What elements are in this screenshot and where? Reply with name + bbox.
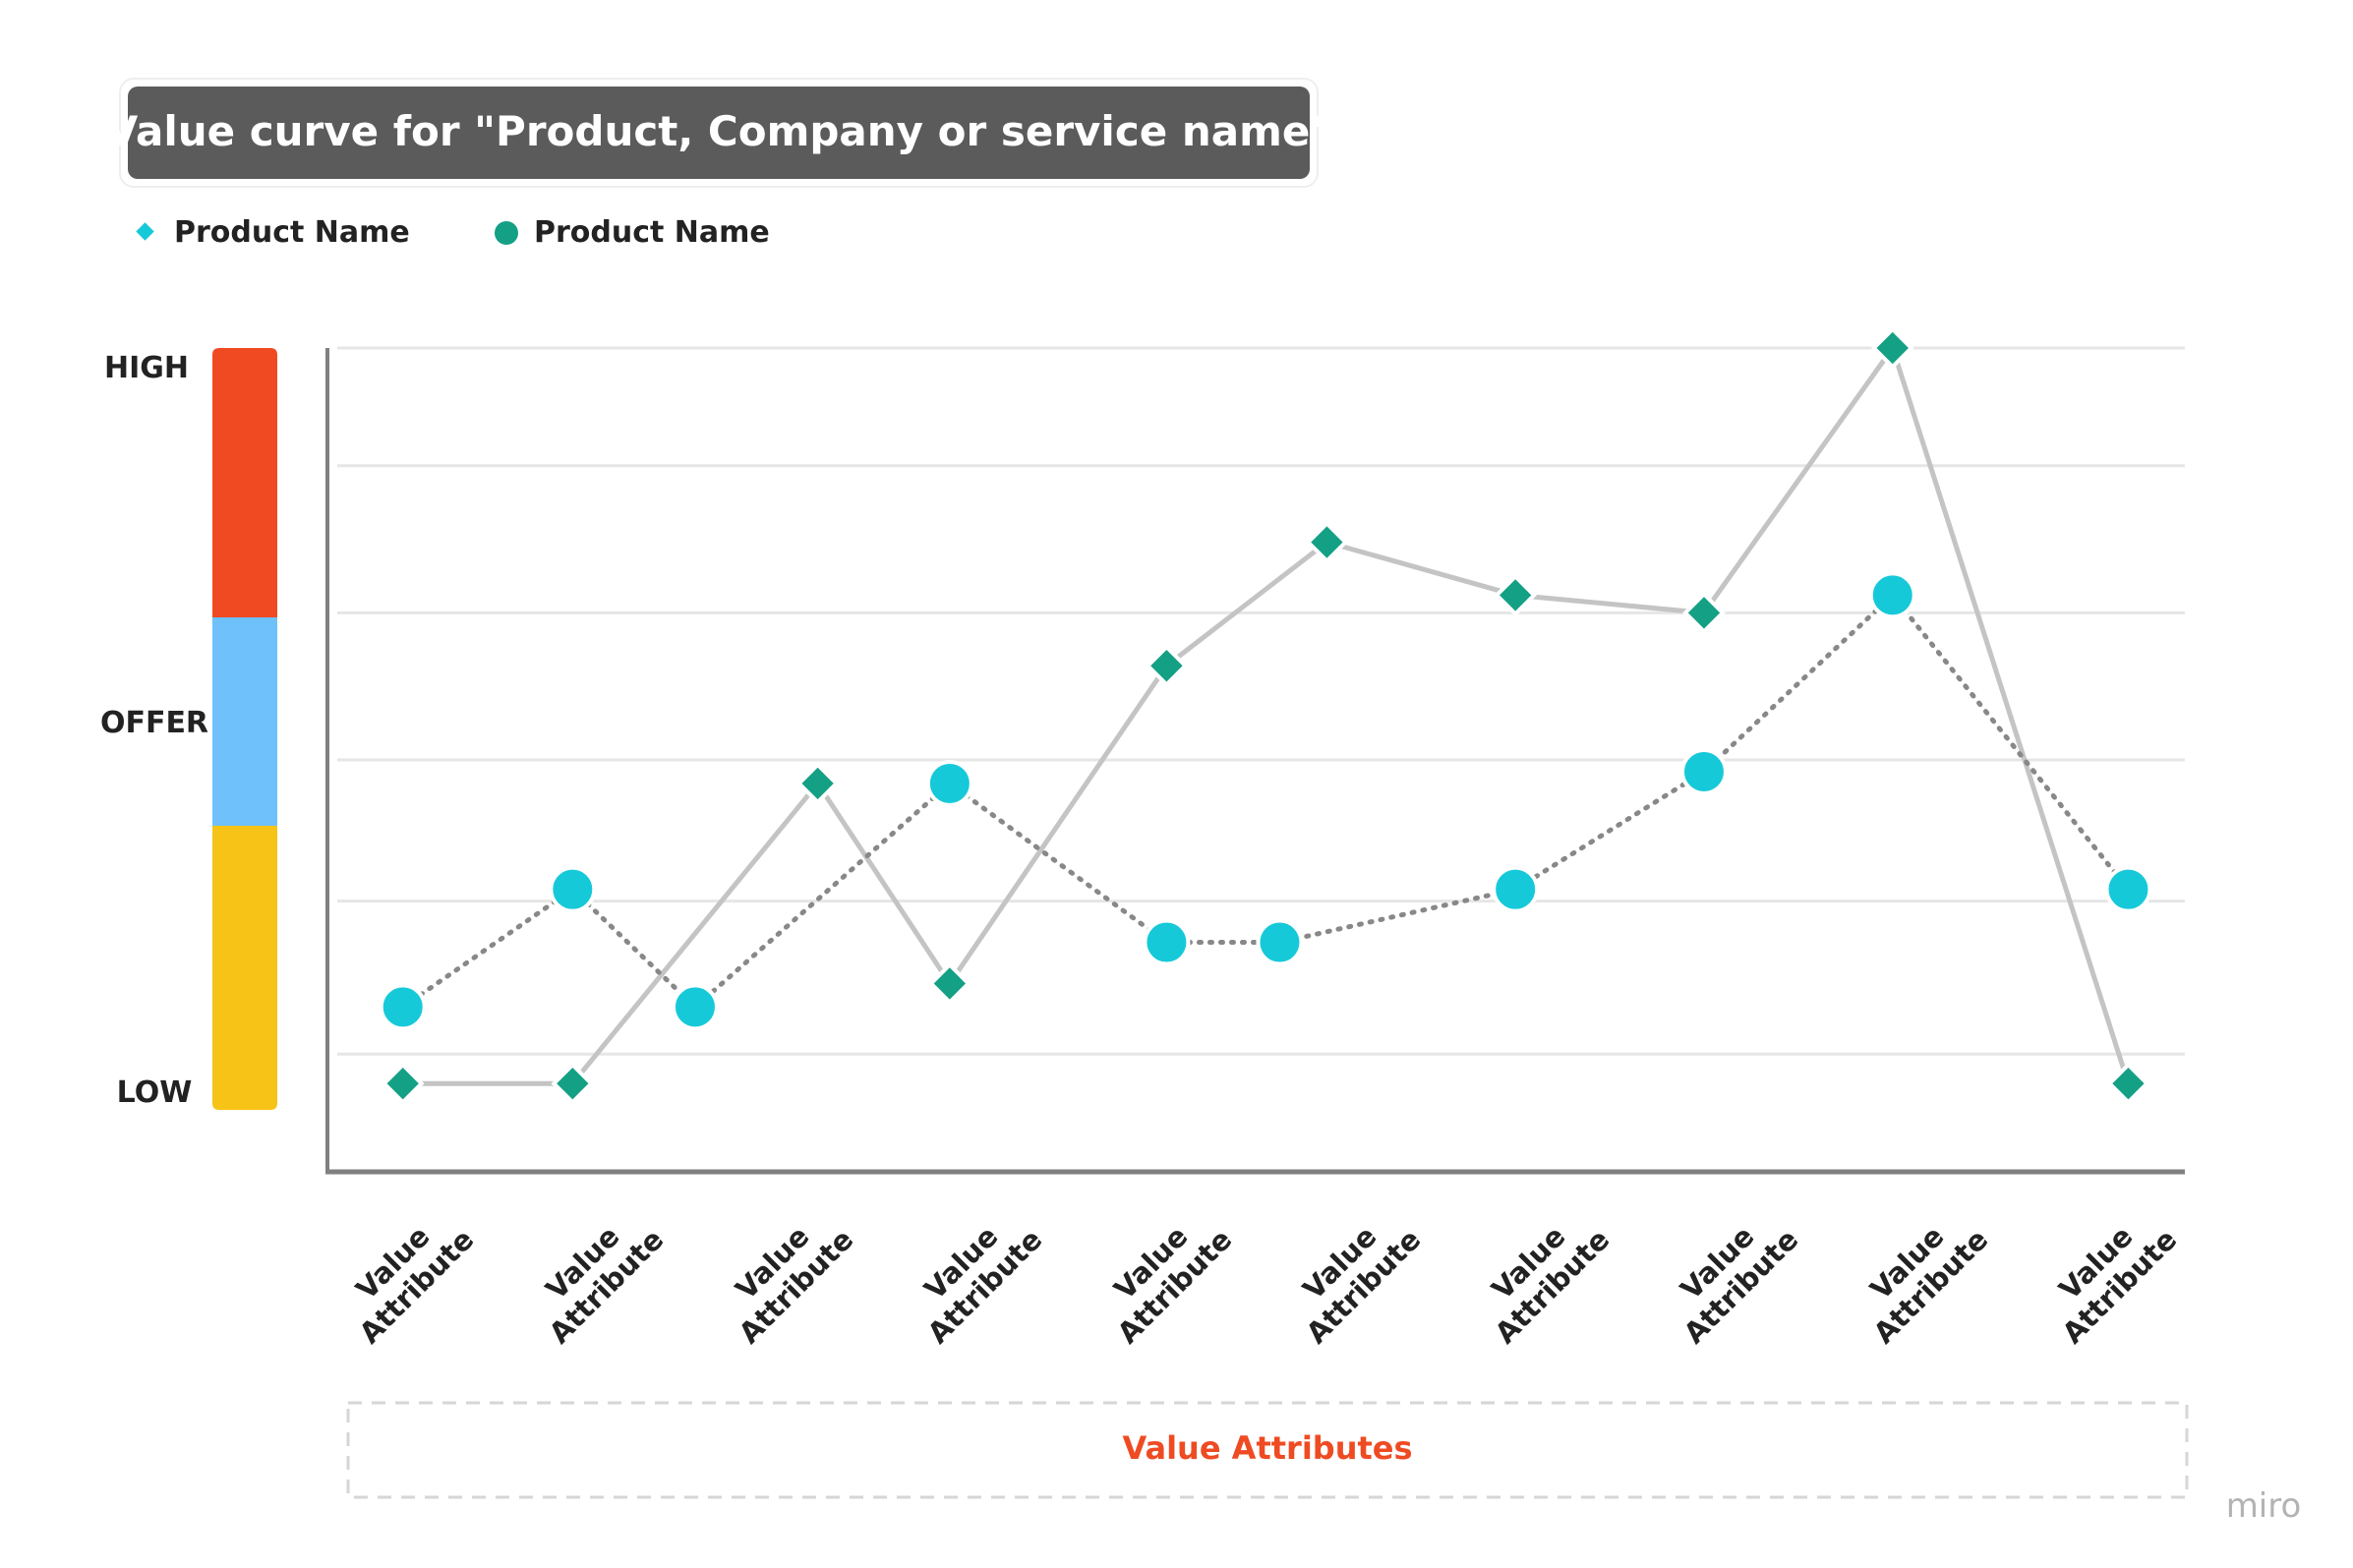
x-tick-label: ValueAttribute — [709, 1199, 860, 1351]
data-point-diamond — [795, 762, 840, 805]
series-line-1 — [400, 345, 2131, 1086]
legend: Product Name Product Name — [136, 215, 770, 250]
level-label-offer: OFFER — [100, 706, 208, 740]
data-point-diamond — [1494, 573, 1538, 617]
data-point-diamond — [381, 1062, 425, 1106]
miro-watermark: miro — [2226, 1486, 2302, 1526]
x-tick-label: ValueAttribute — [898, 1199, 1049, 1351]
data-point-diamond — [1870, 326, 1914, 370]
data-point-circle — [549, 865, 597, 913]
level-label-high: HIGH — [104, 351, 189, 385]
data-point-diamond — [928, 961, 971, 1006]
data-point-circle — [1256, 918, 1304, 966]
data-point-circle — [1143, 918, 1191, 966]
x-tick-label: ValueAttribute — [1465, 1199, 1617, 1351]
level-bar-offer — [212, 617, 277, 826]
chart-title: Value curve for "Product, Company or ser… — [106, 107, 1331, 155]
data-point-diamond — [1682, 591, 1726, 635]
level-bar: HIGH OFFER LOW — [100, 348, 277, 1110]
level-label-low: LOW — [117, 1075, 193, 1110]
legend-label-2: Product Name — [534, 215, 770, 250]
x-axis-title-box: Value Attributes — [346, 1401, 2189, 1499]
legend-circle-icon — [495, 221, 518, 245]
legend-label-1: Product Name — [174, 215, 410, 250]
data-point-circle — [2104, 865, 2152, 913]
x-tick-label: ValueAttribute — [519, 1199, 671, 1351]
level-bar-low — [212, 826, 277, 1110]
series-markers — [379, 326, 2152, 1106]
data-point-diamond — [2106, 1062, 2150, 1106]
x-tick-label: ValueAttribute — [329, 1199, 481, 1351]
x-tick-label: ValueAttribute — [1276, 1199, 1428, 1351]
title-banner: Value curve for "Product, Company or ser… — [106, 78, 1331, 188]
data-point-circle — [1679, 747, 1728, 795]
data-point-circle — [1492, 865, 1540, 913]
data-point-circle — [925, 759, 973, 807]
data-point-diamond — [551, 1062, 595, 1106]
x-tick-label: ValueAttribute — [1654, 1199, 1805, 1351]
x-tick-label: ValueAttribute — [2032, 1199, 2184, 1351]
data-point-circle — [379, 983, 427, 1031]
x-tick-label: ValueAttribute — [1088, 1199, 1239, 1351]
series-lines — [400, 345, 2131, 1086]
data-point-diamond — [1305, 520, 1349, 564]
data-point-circle — [1868, 571, 1916, 619]
data-point-circle — [671, 983, 719, 1031]
data-point-diamond — [1145, 644, 1189, 688]
x-tick-labels: ValueAttribute ValueAttribute ValueAttribu… — [329, 1199, 2184, 1351]
x-axis-title: Value Attributes — [1122, 1429, 1412, 1467]
x-tick-label: ValueAttribute — [1844, 1199, 1995, 1351]
series-line-2 — [400, 592, 2131, 1010]
level-bar-high — [212, 348, 277, 617]
legend-diamond-icon — [136, 222, 154, 241]
